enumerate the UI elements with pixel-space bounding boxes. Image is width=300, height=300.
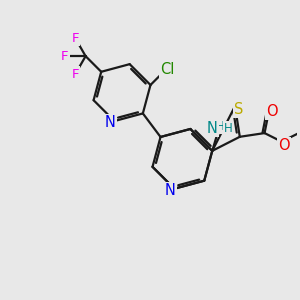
Text: O: O	[278, 138, 290, 153]
Text: F: F	[61, 50, 69, 63]
Text: Cl: Cl	[160, 62, 174, 77]
Text: N: N	[207, 121, 218, 136]
Text: S: S	[234, 102, 243, 117]
Text: F: F	[72, 68, 79, 80]
Text: N: N	[164, 183, 175, 198]
Text: O: O	[266, 104, 278, 119]
Text: F: F	[72, 32, 79, 45]
Text: H: H	[224, 122, 232, 135]
Text: H: H	[216, 120, 224, 133]
Text: N: N	[105, 115, 116, 130]
